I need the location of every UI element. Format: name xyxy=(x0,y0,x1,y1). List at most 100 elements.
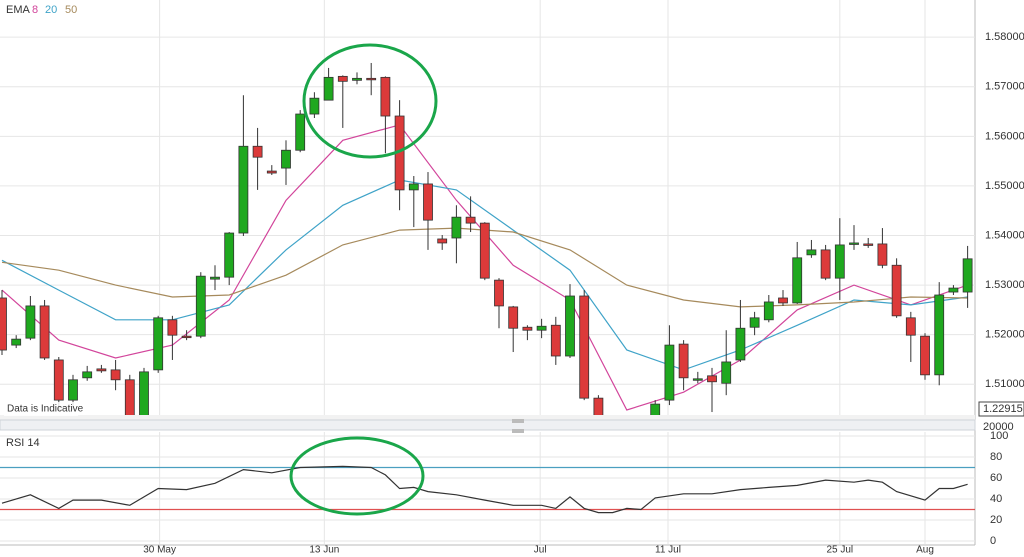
candle-body xyxy=(494,279,504,307)
note-bg xyxy=(4,402,78,416)
price-panel xyxy=(0,0,975,415)
indicator-title: EMA xyxy=(6,4,31,16)
legend-entry: 20 xyxy=(45,4,57,16)
candle-body xyxy=(565,295,575,357)
candle-body xyxy=(664,344,675,401)
candle-body xyxy=(934,294,945,376)
candle-body xyxy=(238,145,249,234)
y-tick-label: 20 xyxy=(990,514,1002,526)
legend-entry: 8 xyxy=(32,4,38,16)
candle-body xyxy=(451,216,462,239)
candle-body xyxy=(96,368,107,372)
candle-body xyxy=(834,244,845,279)
rsi-title: RSI 14 xyxy=(6,437,40,449)
y-tick-label: 1.54000 xyxy=(985,229,1024,241)
volume-strip xyxy=(0,415,975,421)
candle-body xyxy=(849,242,859,245)
candle-body xyxy=(721,361,732,384)
candle-body xyxy=(408,183,419,191)
candle-body xyxy=(266,170,277,174)
y-tick-label: 1.51000 xyxy=(985,378,1024,390)
candle-body xyxy=(39,305,50,359)
candle-body xyxy=(877,243,888,266)
candle-body xyxy=(465,216,476,224)
candle-body xyxy=(479,222,490,279)
candle-body xyxy=(68,379,78,401)
x-tick-label: 30 May xyxy=(143,545,176,556)
candle-body xyxy=(920,335,930,376)
panel-divider xyxy=(0,419,976,431)
candle-body xyxy=(11,338,22,346)
candle-body xyxy=(863,243,874,246)
candle-body xyxy=(820,249,831,279)
candle-body xyxy=(139,371,149,415)
resize-grip[interactable] xyxy=(512,429,524,433)
candle-body xyxy=(110,369,121,381)
candle-body xyxy=(905,317,916,336)
candle-body xyxy=(522,326,533,331)
candle-body xyxy=(792,257,803,304)
candle-body xyxy=(579,295,590,399)
candle-body xyxy=(224,232,235,278)
legend-entry: 50 xyxy=(65,4,77,16)
candle-body xyxy=(366,77,377,81)
candle-body xyxy=(82,371,93,379)
candle-body xyxy=(536,325,547,331)
indicator-line xyxy=(1,465,968,514)
highlight-ellipse xyxy=(289,436,425,516)
y-tick-label: 1.57000 xyxy=(985,81,1024,93)
candle-body xyxy=(0,297,7,351)
price-tag-box xyxy=(978,401,1024,417)
y-tick-label: 1.56000 xyxy=(985,130,1024,142)
candle-body xyxy=(252,145,263,158)
candle-body xyxy=(323,76,334,101)
candle-body xyxy=(437,238,448,244)
candle-body xyxy=(593,397,604,415)
y-tick-label: 1.55000 xyxy=(985,180,1024,192)
highlight-ellipse xyxy=(302,43,438,159)
note: Data is Indicative xyxy=(7,404,84,415)
candle-body xyxy=(181,335,192,339)
candle-body xyxy=(778,297,788,304)
candle-body xyxy=(25,305,36,339)
candle-body xyxy=(678,343,689,379)
candle-body xyxy=(735,327,746,361)
y-tick-label: 80 xyxy=(990,451,1002,463)
candle-body xyxy=(380,76,391,117)
resize-grip[interactable] xyxy=(512,419,524,423)
candle-body xyxy=(309,97,320,115)
x-tick-label: Jul xyxy=(534,545,547,556)
candle-body xyxy=(763,301,774,321)
candle-body xyxy=(806,249,817,256)
candle-body xyxy=(891,264,902,317)
rsi-panel xyxy=(0,432,975,544)
candle-body xyxy=(749,317,760,328)
y-tick-label: 40 xyxy=(990,493,1002,505)
x-tick-label: 13 Jun xyxy=(309,545,339,556)
y-tick-label: 1.53000 xyxy=(985,279,1024,291)
candle-body xyxy=(352,77,362,81)
x-tick-label: Aug xyxy=(916,545,934,556)
candle-body xyxy=(650,403,661,415)
candle-body xyxy=(153,317,164,371)
candle-body xyxy=(281,149,291,169)
overlay: Data is Indicative 1.22915 20000 EMA RSI… xyxy=(4,4,1024,556)
price-tag: 1.22915 xyxy=(983,403,1023,415)
candle-body xyxy=(423,183,433,221)
y-tick-label: 1.58000 xyxy=(985,31,1024,43)
y-tick-label: 60 xyxy=(990,472,1002,484)
candle-body xyxy=(53,359,64,401)
y-tick-label: 0 xyxy=(990,535,996,547)
volume-tick-label: 20000 xyxy=(983,421,1014,433)
candle-body xyxy=(295,113,306,151)
candle-body xyxy=(167,319,178,336)
candle-body xyxy=(124,379,135,415)
candle-body xyxy=(195,275,206,337)
candle-body xyxy=(707,375,717,383)
candle-body xyxy=(692,378,703,381)
y-tick-label: 1.52000 xyxy=(985,329,1024,341)
candle-body xyxy=(948,287,959,293)
candle-body xyxy=(550,324,561,357)
